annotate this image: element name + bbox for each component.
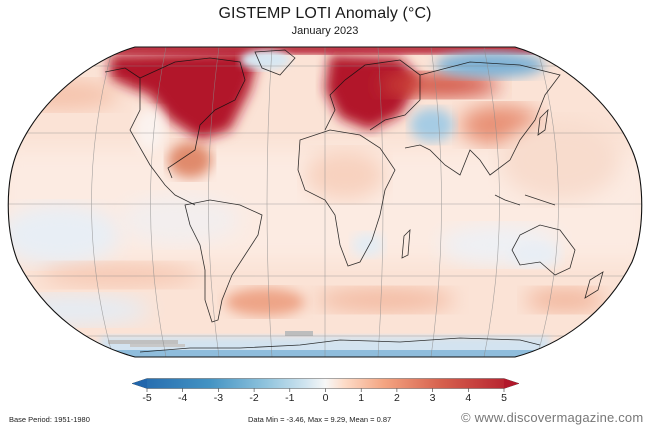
colorbar-tick: -2 bbox=[249, 392, 259, 404]
map-subtitle: January 2023 bbox=[291, 25, 359, 37]
colorbar-tick: -4 bbox=[178, 392, 188, 404]
colorbar-tick: 4 bbox=[465, 392, 472, 404]
colorbar-tick: -5 bbox=[142, 392, 152, 404]
map-title: GISTEMP LOTI Anomaly (°C) bbox=[218, 5, 432, 22]
colorbar-tick: 3 bbox=[429, 392, 436, 404]
data-stats-label: Data Min = -3.46, Max = 9.29, Mean = 0.8… bbox=[248, 415, 392, 424]
colorbar-tick: 5 bbox=[501, 392, 507, 404]
colorbar-tick: 0 bbox=[322, 392, 329, 404]
colorbar-tick: 2 bbox=[393, 392, 400, 404]
watermark-text: © www.discovermagazine.com bbox=[461, 410, 644, 425]
colorbar-tick: -3 bbox=[213, 392, 224, 404]
base-period-label: Base Period: 1951-1980 bbox=[9, 415, 90, 424]
colorbar-tick: -1 bbox=[285, 392, 295, 404]
colorbar-tick: 1 bbox=[358, 392, 365, 404]
